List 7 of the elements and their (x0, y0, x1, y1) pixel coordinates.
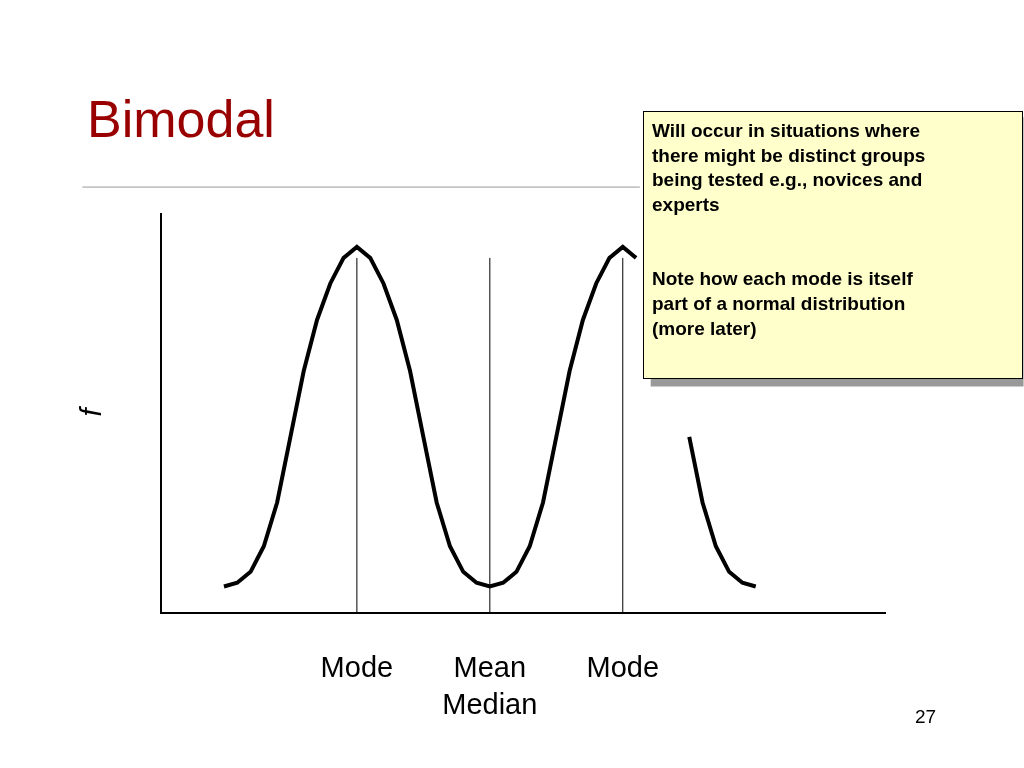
y-axis-title: f (75, 405, 108, 417)
text: 27 (915, 706, 937, 727)
x-tick-label: Mode (320, 650, 394, 683)
x-tick-label: Mode (586, 650, 660, 683)
chart-title: Bimodal (87, 90, 275, 149)
text: Will occur in situations where there might be distinct groups being tested e.g., novices and experts Note how each mode is itself part of a normal distribution (more later) (652, 120, 926, 339)
x-tick-label: Mean Median (442, 650, 538, 721)
